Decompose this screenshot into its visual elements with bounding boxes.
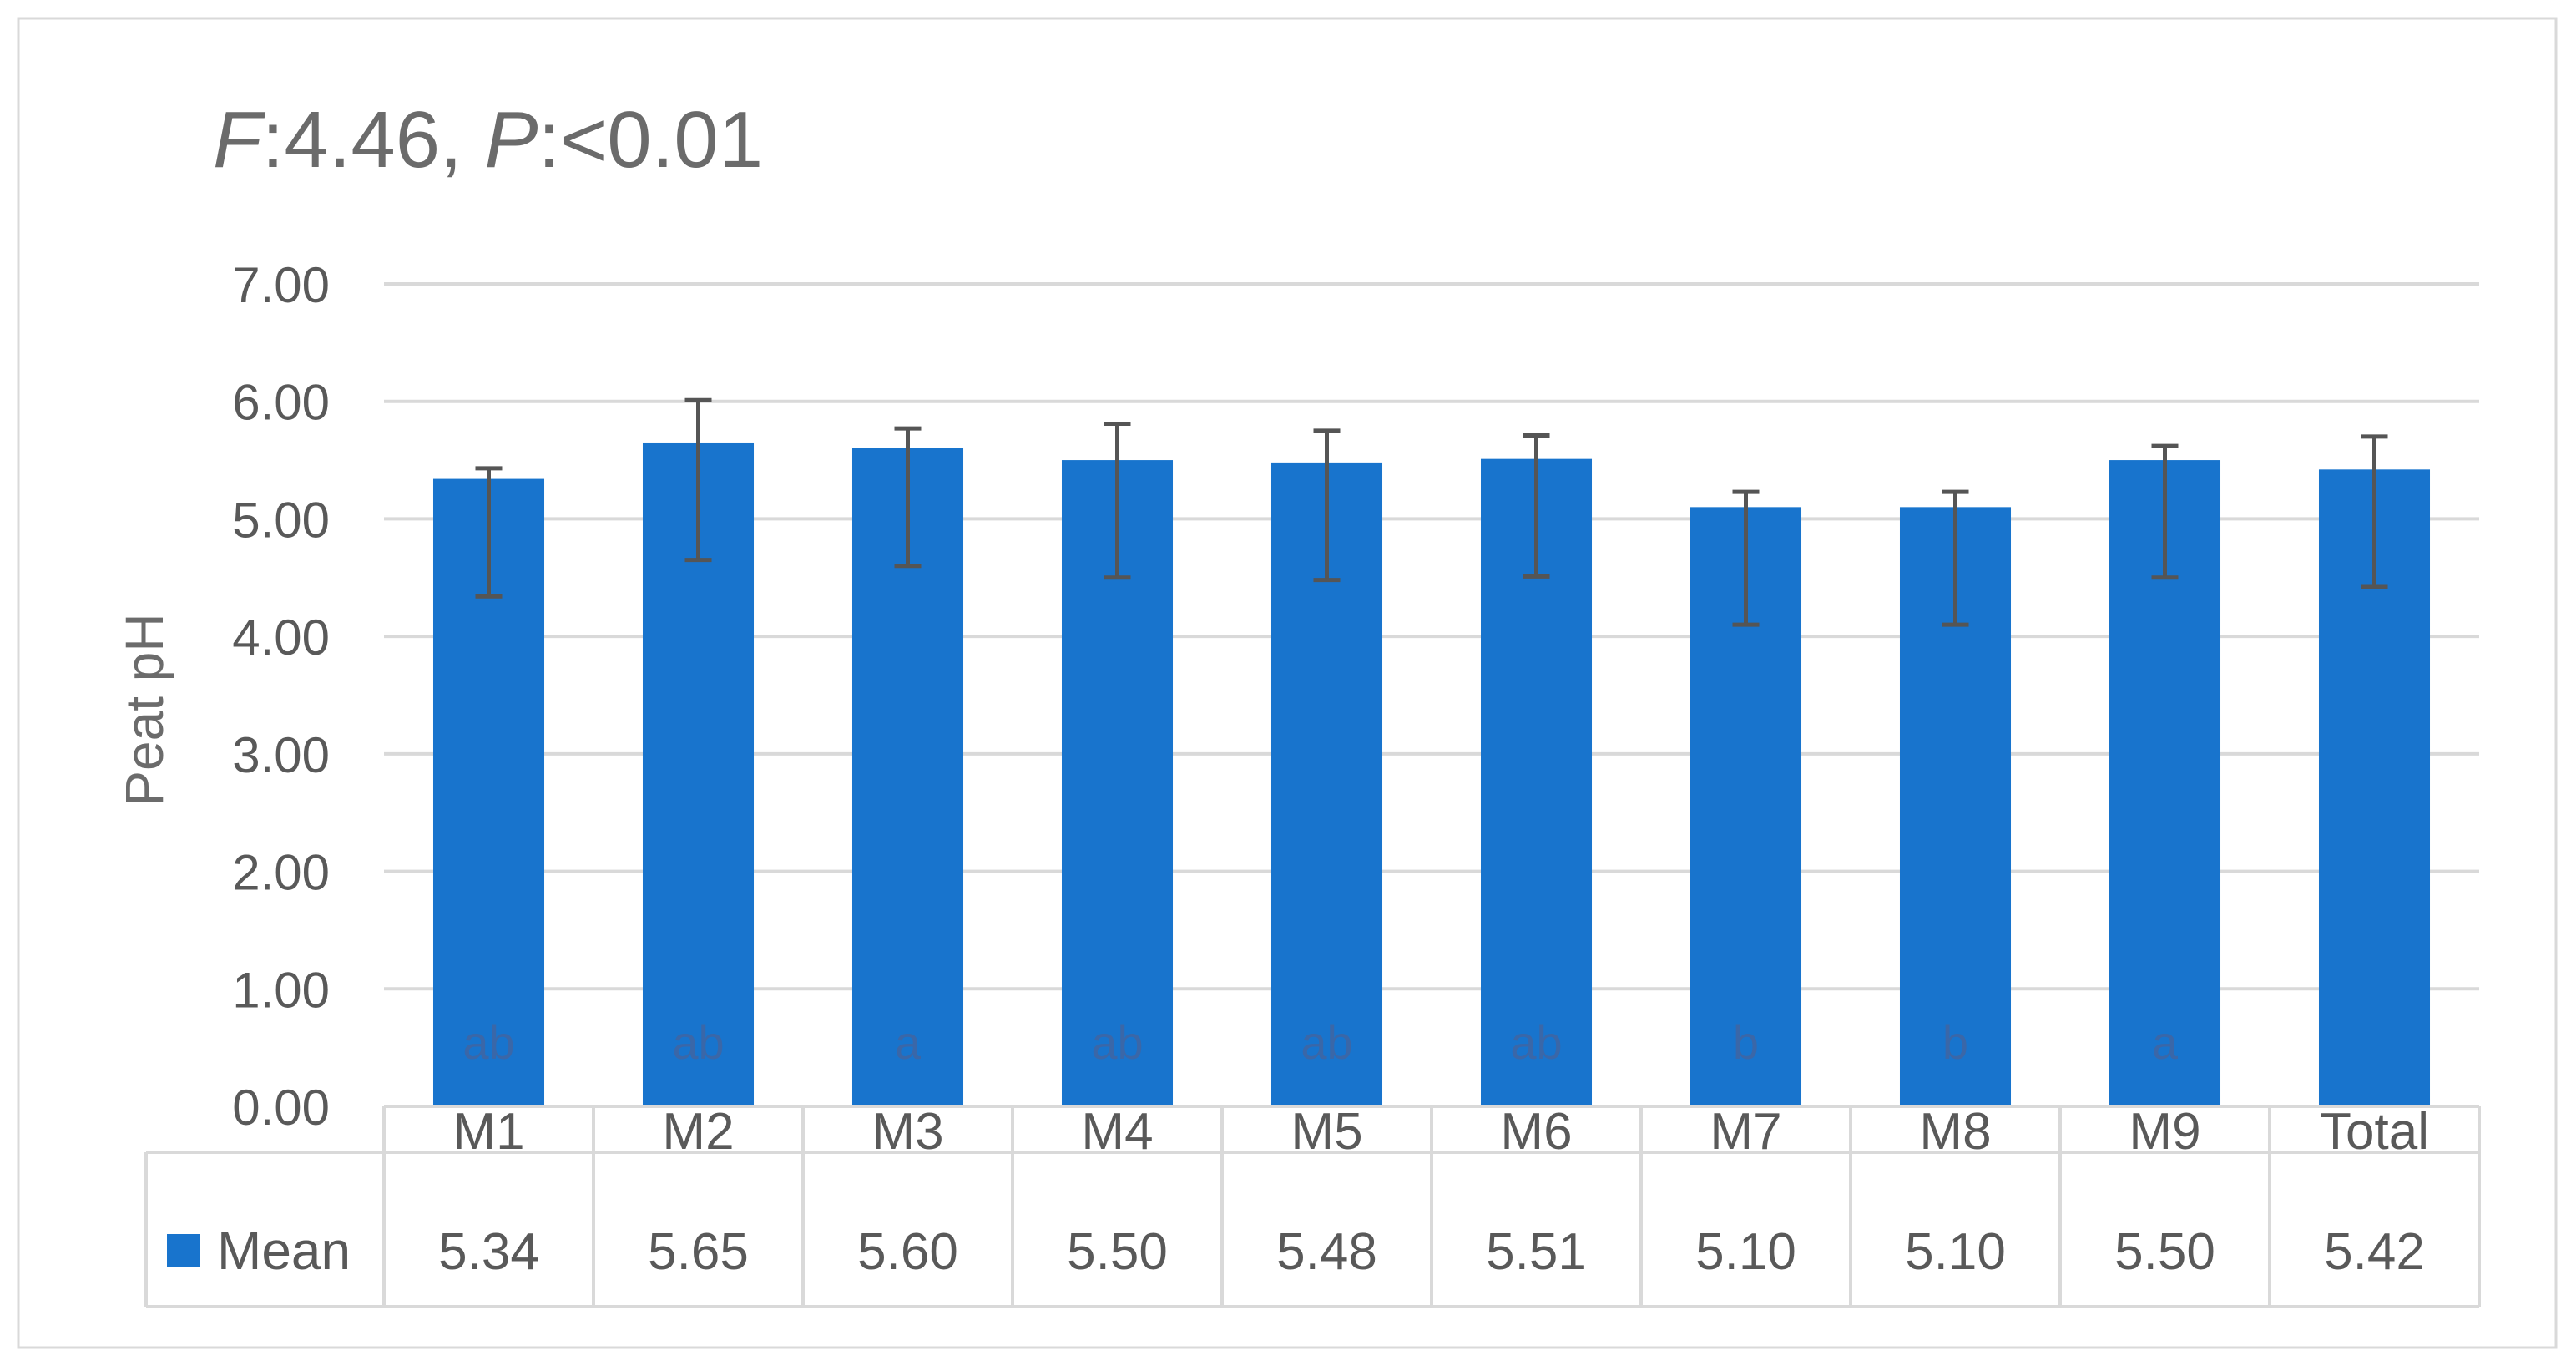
x-tick-label: M3 bbox=[871, 1103, 943, 1161]
error-bar bbox=[1942, 489, 1969, 627]
data-table: Mean M1 5.34 M2 5.65 M3 5.60 M4 5.50 M5 5.48 M6 5.5… bbox=[144, 1103, 2481, 1308]
significance-label: ab bbox=[672, 1016, 724, 1069]
x-tick-label: M6 bbox=[1500, 1103, 1572, 1161]
data-value-label: 5.51 bbox=[1486, 1223, 1587, 1281]
chart-title: F:4.46, P:<0.01 bbox=[213, 95, 763, 185]
error-bar bbox=[894, 426, 922, 569]
title-f-letter: F bbox=[213, 95, 266, 185]
legend-swatch bbox=[167, 1234, 200, 1267]
x-tick-label: M5 bbox=[1291, 1103, 1362, 1161]
error-bar bbox=[1313, 428, 1341, 583]
data-value-label: 5.34 bbox=[438, 1223, 539, 1281]
data-value-label: 5.48 bbox=[1276, 1223, 1377, 1281]
error-bar bbox=[475, 466, 503, 599]
bars bbox=[432, 442, 2431, 1106]
error-bar bbox=[2151, 443, 2179, 580]
significance-label: ab bbox=[1510, 1016, 1562, 1069]
data-value-label: 5.10 bbox=[1695, 1223, 1796, 1281]
y-axis-label: Peat pH bbox=[114, 613, 174, 806]
x-tick-label: M4 bbox=[1081, 1103, 1153, 1161]
error-bar bbox=[684, 397, 712, 563]
significance-label: a bbox=[895, 1016, 922, 1069]
legend-label: Mean bbox=[217, 1221, 351, 1281]
y-tick-label: 5.00 bbox=[232, 492, 330, 548]
title-p-value: :<0.01 bbox=[538, 95, 764, 185]
data-value-label: 5.50 bbox=[1067, 1223, 1168, 1281]
significance-label: a bbox=[2152, 1016, 2179, 1069]
data-value-label: 5.50 bbox=[2114, 1223, 2215, 1281]
y-tick-label: 7.00 bbox=[232, 257, 330, 313]
x-tick-label: M8 bbox=[1919, 1103, 1991, 1161]
significance-label: b bbox=[1942, 1016, 1968, 1069]
x-tick-label: M7 bbox=[1710, 1103, 1781, 1161]
significance-label: b bbox=[1733, 1016, 1759, 1069]
data-value-label: 5.65 bbox=[648, 1223, 749, 1281]
x-tick-label: M9 bbox=[2129, 1103, 2200, 1161]
error-bar bbox=[1523, 433, 1550, 579]
data-value-label: 5.60 bbox=[857, 1223, 958, 1281]
significance-label: ab bbox=[462, 1016, 514, 1069]
data-value-label: 5.10 bbox=[1905, 1223, 2006, 1281]
error-bar bbox=[2361, 434, 2388, 589]
error-bar bbox=[1104, 421, 1131, 580]
data-value-label: 5.42 bbox=[2324, 1223, 2425, 1281]
significance-label: ab bbox=[1301, 1016, 1352, 1069]
x-tick-label: M1 bbox=[452, 1103, 524, 1161]
error-bars bbox=[475, 397, 2388, 627]
x-tick-label: Total bbox=[2320, 1103, 2429, 1161]
title-p-letter: P bbox=[485, 95, 538, 185]
y-tick-label: 2.00 bbox=[232, 845, 330, 901]
y-tick-label: 3.00 bbox=[232, 727, 330, 783]
x-tick-label: M2 bbox=[662, 1103, 734, 1161]
error-bar bbox=[1732, 489, 1760, 627]
title-f-value: :4.46, bbox=[262, 95, 485, 185]
y-tick-labels: 0.00 1.00 2.00 3.00 4.00 5.00 6.00 7.00 bbox=[232, 257, 330, 1136]
y-tick-label: 4.00 bbox=[232, 610, 330, 665]
y-tick-label: 6.00 bbox=[232, 375, 330, 431]
y-tick-label: 0.00 bbox=[232, 1080, 330, 1136]
y-tick-label: 1.00 bbox=[232, 962, 330, 1018]
significance-label: ab bbox=[1091, 1016, 1143, 1069]
significance-letters: ab ab a ab ab ab b b a bbox=[462, 1016, 2179, 1069]
